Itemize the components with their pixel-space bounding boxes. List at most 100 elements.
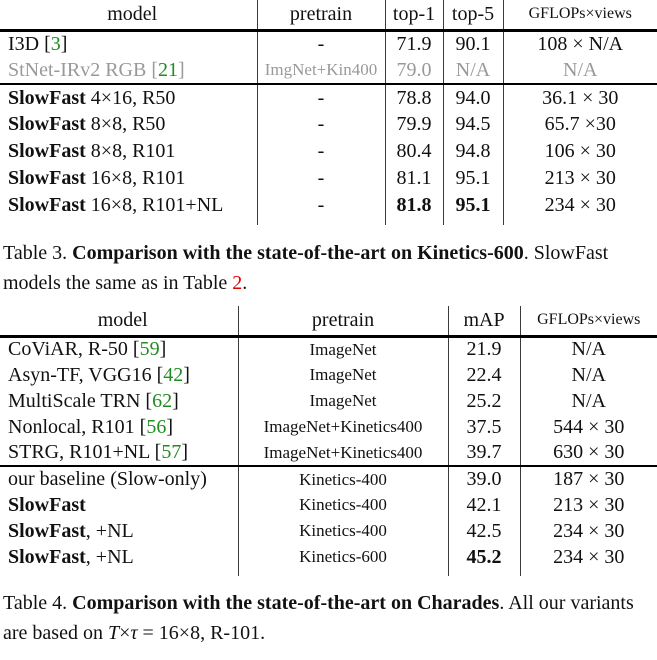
table4-bottom-strut xyxy=(0,570,657,576)
pretrain-cell: - xyxy=(256,83,385,111)
strut-cell xyxy=(0,219,257,225)
table3-header-top1: top-1 xyxy=(384,0,443,32)
citation-link[interactable]: 57 xyxy=(161,441,182,463)
model-name: , +NL xyxy=(85,545,134,568)
table3-row-slowfast-8x8-r101: SlowFast 8×8, R101 - 80.4 94.8 106 × 30 xyxy=(0,138,657,165)
strut-cell xyxy=(237,570,448,576)
model-cell: SlowFast 8×8, R50 xyxy=(0,111,257,138)
gflops-cell: 106 × 30 xyxy=(502,138,657,165)
top5-cell: 94.5 xyxy=(442,111,503,138)
math-tau: τ xyxy=(130,622,138,644)
caption3-label: Table 3. xyxy=(3,242,73,264)
pretrain-cell: Kinetics-400 xyxy=(237,492,448,518)
table4-charades-comparison: model pretrain mAP GFLOPs×views CoViAR, … xyxy=(0,306,657,576)
top5-cell: 90.1 xyxy=(442,30,503,57)
caption4-title: Comparison with the state-of-the-art on … xyxy=(72,592,500,614)
table3-row-slowfast-16x8-r101: SlowFast 16×8, R101 - 81.1 95.1 213 × 30 xyxy=(0,165,657,192)
map-cell: 37.5 xyxy=(447,414,520,440)
gflops-cell: 544 × 30 xyxy=(519,414,657,440)
gflops-cell: 213 × 30 xyxy=(502,165,657,192)
citation-link[interactable]: 62 xyxy=(152,389,173,412)
table4-header-gflops: GFLOPs×views xyxy=(519,306,657,338)
gflops-cell: 213 × 30 xyxy=(519,492,657,518)
caption4-end: = 16×8, R-101. xyxy=(137,622,266,644)
model-name-bold: SlowFast xyxy=(8,86,86,109)
model-cell: our baseline (Slow-only) xyxy=(0,465,238,492)
table3-header-row: model pretrain top-1 top-5 GFLOPs×views xyxy=(0,0,657,32)
model-name: STRG, R101+NL xyxy=(8,441,155,463)
math-times: × xyxy=(119,622,131,644)
table3-row-i3d: I3D [3] - 71.9 90.1 108 × N/A xyxy=(0,30,657,57)
table4-row-multiscale-trn: MultiScale TRN [62] ImageNet 25.2 N/A xyxy=(0,388,657,414)
strut-cell xyxy=(384,219,443,225)
table4-row-coviar: CoViAR, R-50 [59] ImageNet 21.9 N/A xyxy=(0,336,657,362)
table4-row-nonlocal: Nonlocal, R101 [56] ImageNet+Kinetics400… xyxy=(0,414,657,440)
table4-row-slowfast-nl-k400: SlowFast, +NL Kinetics-400 42.5 234 × 30 xyxy=(0,518,657,544)
bracket: [ xyxy=(132,338,140,361)
bracket: ] xyxy=(172,389,179,412)
top5-cell: 94.8 xyxy=(442,138,503,165)
strut-cell xyxy=(447,570,520,576)
gflops-cell: 234 × 30 xyxy=(519,544,657,570)
table3-header-top5: top-5 xyxy=(442,0,503,32)
model-name-bold: SlowFast xyxy=(8,167,86,189)
table2-link[interactable]: 2 xyxy=(232,272,243,294)
gflops-cell: 65.7 ×30 xyxy=(502,111,657,138)
model-name: I3D xyxy=(8,32,45,55)
gflops-cell: N/A xyxy=(519,336,657,362)
map-cell: 39.7 xyxy=(447,440,520,466)
top5-cell: 94.0 xyxy=(442,83,503,111)
model-name: StNet-IRv2 RGB xyxy=(8,58,152,81)
table3-header-model: model xyxy=(0,0,257,32)
model-cell: I3D [3] xyxy=(0,30,257,57)
pretrain-cell: - xyxy=(256,30,385,57)
caption4-text: . All our variants are based on xyxy=(3,592,634,644)
citation-link[interactable]: 59 xyxy=(139,338,160,361)
model-name-bold: SlowFast xyxy=(8,113,86,135)
model-name: Asyn-TF, VGG16 xyxy=(8,363,157,386)
top1-cell-best: 81.8 xyxy=(384,192,443,219)
model-cell: SlowFast, +NL xyxy=(0,544,238,570)
model-cell: Nonlocal, R101 [56] xyxy=(0,414,238,440)
bracket: ] xyxy=(60,32,68,55)
pretrain-cell: ImageNet xyxy=(237,388,448,414)
top1-cell: 80.4 xyxy=(384,138,443,165)
citation-link[interactable]: 21 xyxy=(158,58,179,81)
table3-row-stnet: StNet-IRv2 RGB [21] ImgNet+Kin400 79.0 N… xyxy=(0,57,657,84)
bracket: [ xyxy=(151,58,159,81)
bracket: [ xyxy=(139,415,147,438)
pretrain-cell: ImageNet xyxy=(237,336,448,362)
gflops-cell: N/A xyxy=(519,362,657,388)
model-name-bold: SlowFast xyxy=(8,545,86,568)
model-cell: StNet-IRv2 RGB [21] xyxy=(0,57,257,84)
map-cell: 39.0 xyxy=(447,465,520,492)
pretrain-cell: Kinetics-600 xyxy=(237,544,448,570)
bracket: [ xyxy=(154,441,162,463)
pretrain-cell: ImageNet+Kinetics400 xyxy=(237,440,448,466)
top5-cell: N/A xyxy=(442,57,503,84)
model-cell: SlowFast xyxy=(0,492,238,518)
top1-cell: 81.1 xyxy=(384,165,443,192)
citation-link[interactable]: 56 xyxy=(146,415,167,438)
citation-link[interactable]: 3 xyxy=(50,32,61,55)
model-name-bold: SlowFast xyxy=(8,194,86,216)
caption-table4: Table 4. Comparison with the state-of-th… xyxy=(3,588,654,648)
map-cell: 42.1 xyxy=(447,492,520,518)
strut-cell xyxy=(442,219,503,225)
model-cell: SlowFast 4×16, R50 xyxy=(0,83,257,111)
strut-cell xyxy=(519,570,657,576)
map-cell: 42.5 xyxy=(447,518,520,544)
bracket: ] xyxy=(178,58,185,81)
model-cell: SlowFast 16×8, R101 xyxy=(0,165,257,192)
gflops-cell: 234 × 30 xyxy=(502,192,657,219)
table4-row-slowfast-nl-k600: SlowFast, +NL Kinetics-600 45.2 234 × 30 xyxy=(0,544,657,570)
table3-header-gflops: GFLOPs×views xyxy=(502,0,657,32)
table3-header-pretrain: pretrain xyxy=(256,0,385,32)
citation-link[interactable]: 42 xyxy=(163,363,184,386)
pretrain-cell: Kinetics-400 xyxy=(237,518,448,544)
model-cell: SlowFast, +NL xyxy=(0,518,238,544)
table3-kinetics600-comparison: model pretrain top-1 top-5 GFLOPs×views … xyxy=(0,0,657,225)
model-name: 8×8, R101 xyxy=(85,140,176,162)
model-name-bold: SlowFast xyxy=(8,140,86,162)
pretrain-cell: ImageNet+Kinetics400 xyxy=(237,414,448,440)
